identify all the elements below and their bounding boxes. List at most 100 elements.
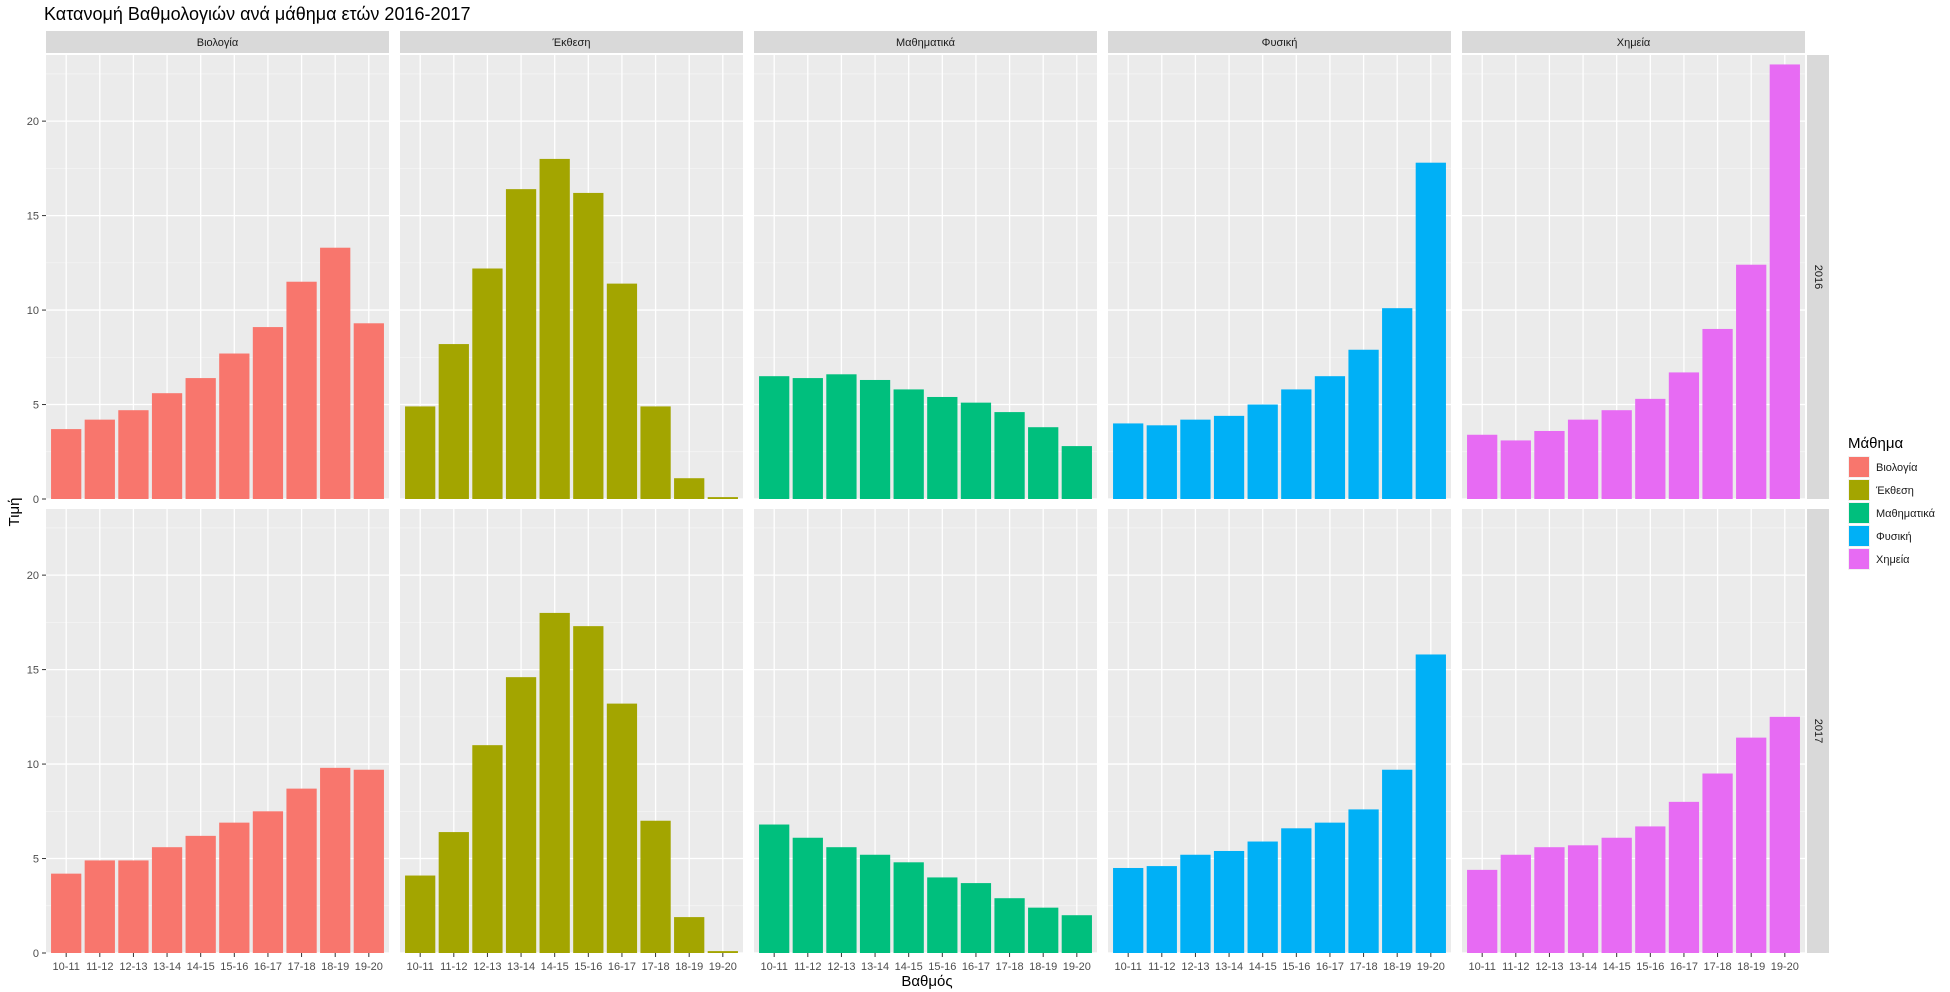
y-tick-label: 20	[27, 116, 39, 128]
facet-strip	[1462, 31, 1805, 53]
bar	[320, 767, 351, 953]
bar	[859, 379, 891, 499]
x-tick-label: 12-13	[827, 961, 855, 973]
legend-key	[1849, 526, 1869, 546]
bar	[1113, 423, 1144, 499]
bar	[1467, 869, 1498, 953]
legend-label: Χημεία	[1876, 554, 1910, 566]
bar	[1348, 809, 1379, 953]
bar	[1567, 419, 1599, 499]
bar	[353, 769, 384, 953]
bar	[826, 374, 857, 499]
x-tick-label: 14-15	[1603, 961, 1631, 973]
x-tick-label: 16-17	[1316, 961, 1344, 973]
y-tick-label: 0	[33, 494, 39, 506]
facet-panels: Βιολογία Έκθεση Μαθηματικά Φυσική Χημεία2016…	[27, 31, 1829, 973]
x-tick-label: 11-12	[1148, 961, 1175, 973]
y-tick-label: 5	[33, 854, 39, 866]
legend-items: Βιολογία Έκθεση Μαθηματικά Φυσική Χημεία	[1848, 456, 1936, 570]
bar	[707, 951, 738, 953]
bar	[405, 875, 436, 953]
bar	[219, 353, 250, 499]
facet-strip-label: Μαθηματικά	[896, 37, 956, 49]
bar	[960, 402, 992, 499]
bar	[1281, 389, 1312, 499]
x-tick-label: 10-11	[761, 961, 788, 973]
bar	[539, 158, 570, 499]
facet-strip-label: Φυσική	[1262, 37, 1298, 49]
bar	[151, 847, 183, 953]
x-tick-label: 15-16	[1282, 961, 1310, 973]
bar	[1702, 773, 1733, 953]
bar	[1213, 850, 1245, 953]
bar	[674, 917, 705, 953]
bar	[759, 824, 790, 953]
x-tick-label: 14-15	[895, 961, 923, 973]
bar	[893, 389, 924, 499]
bar	[438, 344, 469, 499]
bar	[893, 862, 924, 953]
bar	[118, 860, 149, 953]
bar	[1601, 837, 1632, 953]
facet-strip	[754, 31, 1097, 53]
y-tick-label: 10	[27, 305, 39, 317]
bar	[286, 281, 317, 499]
x-tick-label: 10-11	[407, 961, 434, 973]
x-tick-label: 17-18	[1703, 961, 1731, 973]
x-tick-label: 16-17	[608, 961, 636, 973]
x-axis-label: Βαθμός	[901, 973, 952, 990]
bar	[1113, 867, 1144, 953]
bar	[1534, 847, 1565, 953]
legend-title: Μάθημα	[1848, 435, 1903, 452]
bar	[640, 820, 671, 953]
bar	[472, 268, 503, 499]
y-tick-label: 20	[27, 570, 39, 582]
facet-strip-year	[1807, 55, 1829, 499]
bar	[1281, 828, 1312, 953]
facet-strip	[400, 31, 743, 53]
bar	[927, 877, 958, 953]
bar	[185, 835, 216, 953]
x-tick-label: 19-20	[1417, 961, 1445, 973]
legend-key	[1849, 480, 1869, 500]
x-tick-label: 16-17	[962, 961, 990, 973]
bar	[1635, 398, 1666, 499]
bar	[84, 419, 115, 499]
x-tick-label: 17-18	[641, 961, 669, 973]
bar	[707, 497, 738, 499]
bar	[994, 412, 1025, 499]
bar	[1736, 737, 1767, 953]
bar	[1061, 915, 1092, 953]
bar	[1769, 64, 1800, 499]
bar	[960, 883, 992, 953]
legend-label: Βιολογία	[1876, 462, 1918, 474]
bar	[792, 378, 823, 499]
bar	[1348, 349, 1379, 499]
x-tick-label: 16-17	[254, 961, 282, 973]
bar	[1467, 434, 1498, 499]
x-tick-label: 15-16	[220, 961, 248, 973]
bar	[1382, 308, 1413, 499]
bar	[606, 703, 638, 953]
x-tick-label: 17-18	[995, 961, 1023, 973]
bar	[859, 854, 891, 953]
x-tick-label: 13-14	[507, 961, 535, 973]
facet-strip-year-label: 2016	[1812, 265, 1824, 289]
x-tick-label: 12-13	[119, 961, 147, 973]
x-tick-label: 18-19	[321, 961, 349, 973]
legend-key	[1849, 457, 1869, 477]
bar	[539, 612, 570, 953]
bar	[1382, 769, 1413, 953]
x-tick-label: 15-16	[928, 961, 956, 973]
bar	[640, 406, 671, 499]
x-tick-label: 13-14	[861, 961, 889, 973]
legend-label: Έκθεση	[1875, 485, 1914, 497]
y-tick-label: 15	[27, 665, 39, 677]
x-tick-label: 11-12	[86, 961, 113, 973]
bar	[1500, 440, 1531, 499]
y-tick-label: 15	[27, 211, 39, 223]
bar	[606, 283, 638, 499]
x-tick-label: 17-18	[287, 961, 315, 973]
x-tick-label: 13-14	[1569, 961, 1597, 973]
